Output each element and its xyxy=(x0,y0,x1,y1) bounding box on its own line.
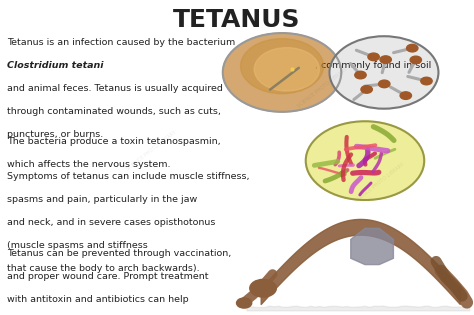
Text: (muscle spasms and stiffness: (muscle spasms and stiffness xyxy=(7,241,148,250)
Circle shape xyxy=(329,36,438,109)
Text: and neck, and in severe cases opisthotonus: and neck, and in severe cases opisthoton… xyxy=(7,218,216,227)
Text: and proper wound care. Prompt treatment: and proper wound care. Prompt treatment xyxy=(7,272,209,281)
Polygon shape xyxy=(351,228,393,265)
Circle shape xyxy=(306,121,424,200)
Circle shape xyxy=(368,53,379,60)
Text: , commonly found in soil: , commonly found in soil xyxy=(315,61,431,70)
Circle shape xyxy=(380,56,392,63)
Text: Tetanus can be prevented through vaccination,: Tetanus can be prevented through vaccina… xyxy=(7,249,231,258)
Text: which affects the nervous system.: which affects the nervous system. xyxy=(7,160,171,169)
Circle shape xyxy=(410,56,421,64)
Text: that cause the body to arch backwards).: that cause the body to arch backwards). xyxy=(7,264,200,273)
Text: with antitoxin and antibiotics can help: with antitoxin and antibiotics can help xyxy=(7,295,189,304)
Text: TETANUS: TETANUS xyxy=(173,8,301,32)
Text: Symptoms of tetanus can include muscle stiffness,: Symptoms of tetanus can include muscle s… xyxy=(7,172,250,181)
Circle shape xyxy=(223,33,341,112)
Circle shape xyxy=(407,44,418,52)
Circle shape xyxy=(379,80,390,88)
Text: spasms and pain, particularly in the jaw: spasms and pain, particularly in the jaw xyxy=(7,195,197,204)
Text: SCIENCE PHOTO LIBRARY: SCIENCE PHOTO LIBRARY xyxy=(126,130,178,172)
Circle shape xyxy=(361,86,372,93)
Text: SCIENCE PHOTO LIBRARY: SCIENCE PHOTO LIBRARY xyxy=(296,67,348,109)
Text: The bacteria produce a toxin tetanospasmin,: The bacteria produce a toxin tetanospasm… xyxy=(7,137,221,146)
Circle shape xyxy=(355,71,366,79)
Text: and animal feces. Tetanus is usually acquired: and animal feces. Tetanus is usually acq… xyxy=(7,84,223,93)
Circle shape xyxy=(250,279,276,297)
Circle shape xyxy=(237,298,252,308)
Text: Clostridium tetani: Clostridium tetani xyxy=(7,61,104,70)
Circle shape xyxy=(254,48,319,91)
Text: punctures, or burns.: punctures, or burns. xyxy=(7,130,103,139)
Circle shape xyxy=(400,92,411,99)
Text: through contaminated wounds, such as cuts,: through contaminated wounds, such as cut… xyxy=(7,107,221,116)
Circle shape xyxy=(240,38,323,94)
Circle shape xyxy=(421,77,432,85)
Text: SCIENCE PHOTO LIBRARY: SCIENCE PHOTO LIBRARY xyxy=(353,162,405,204)
Text: Tetanus is an infection caused by the bacterium: Tetanus is an infection caused by the ba… xyxy=(7,38,236,47)
